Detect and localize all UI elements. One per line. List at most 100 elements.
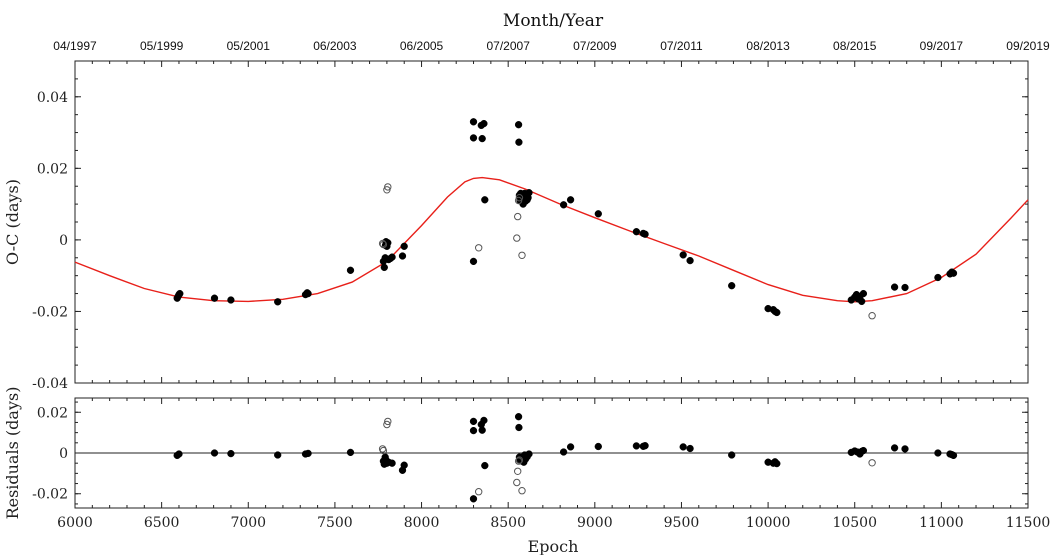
residual-y-axis-label: Residuals (days) — [3, 387, 22, 520]
filled-data-point — [469, 118, 478, 126]
x-tick-label: 10500 — [832, 515, 877, 531]
filled-residual-point — [478, 426, 486, 434]
open-residual-point — [518, 487, 526, 495]
filled-data-point — [949, 269, 958, 277]
filled-data-point — [514, 121, 523, 129]
x-tick-label: 6500 — [144, 515, 180, 531]
open-residual-point — [514, 467, 522, 475]
filled-residual-point — [227, 449, 235, 458]
open-data-point — [383, 186, 391, 194]
filled-residual-point — [274, 451, 282, 459]
filled-data-point — [480, 119, 488, 128]
filled-residual-point — [728, 451, 736, 459]
top-date-tick-label: 04/1997 — [53, 39, 97, 53]
main-y-tick-label: 0 — [59, 233, 68, 249]
top-date-tick-label: 09/2017 — [920, 39, 964, 53]
main-y-tick-label: 0.02 — [37, 161, 68, 177]
filled-residual-point — [901, 445, 909, 453]
open-data-point — [475, 244, 483, 252]
filled-residual-point — [594, 442, 602, 451]
filled-data-point — [346, 266, 355, 274]
filled-data-point — [304, 289, 312, 298]
top-date-tick-label: 05/1999 — [140, 39, 184, 53]
filled-residual-point — [304, 449, 312, 458]
residual-y-tick-label: 0.02 — [37, 405, 68, 421]
residual-y-tick-label: 0 — [59, 446, 68, 462]
top-date-tick-label: 07/2007 — [486, 39, 530, 53]
top-date-tick-label: 08/2015 — [833, 39, 877, 53]
x-tick-label: 8000 — [404, 515, 440, 531]
x-tick-label: 10000 — [746, 515, 791, 531]
main-y-tick-label: -0.02 — [32, 304, 68, 320]
filled-residual-point — [481, 461, 489, 470]
filled-residual-point — [890, 444, 899, 452]
open-data-point — [378, 239, 387, 248]
main-y-tick-label: 0.04 — [37, 90, 68, 106]
x-tick-label: 7500 — [317, 515, 353, 531]
filled-data-point — [686, 256, 694, 265]
open-residual-point — [514, 457, 523, 465]
filled-residual-point — [346, 448, 355, 457]
filled-residual-point — [679, 443, 687, 451]
filled-data-point — [773, 308, 781, 317]
open-data-point — [513, 234, 521, 242]
x-tick-label: 9500 — [664, 515, 700, 531]
filled-data-point — [632, 228, 641, 236]
top-date-tick-label: 05/2001 — [227, 39, 271, 53]
filled-data-point — [274, 298, 282, 306]
filled-data-point — [210, 294, 219, 302]
main-plot-frame — [74, 60, 1029, 384]
open-residual-point — [513, 478, 521, 487]
filled-residual-point — [773, 459, 781, 468]
filled-residual-point — [175, 450, 183, 458]
open-data-point — [868, 312, 876, 320]
top-date-tick-label: 06/2003 — [313, 39, 357, 53]
filled-data-point — [890, 283, 899, 291]
x-tick-label: 9000 — [577, 515, 613, 531]
main-y-axis-label: O-C (days) — [3, 179, 22, 265]
filled-data-point — [566, 196, 575, 204]
open-residual-point — [384, 417, 392, 426]
open-residual-point — [868, 459, 876, 467]
filled-data-point — [525, 189, 533, 197]
filled-residual-point — [934, 449, 942, 457]
filled-residual-point — [949, 451, 958, 460]
filled-data-point — [728, 282, 736, 290]
filled-data-point — [858, 297, 866, 306]
open-residual-point — [379, 446, 388, 455]
residual-y-tick-label: -0.02 — [32, 487, 68, 503]
filled-residual-point — [469, 495, 478, 503]
filled-data-point — [934, 273, 942, 282]
filled-data-point — [227, 296, 235, 304]
open-data-point — [518, 251, 526, 260]
fit-curve — [74, 176, 1029, 303]
top-date-tick-label: 07/2009 — [573, 39, 617, 53]
open-data-point — [515, 194, 524, 202]
filled-residual-point — [515, 423, 523, 432]
open-residual-point — [383, 420, 391, 429]
open-data-point — [384, 183, 392, 191]
filled-data-point — [481, 196, 489, 204]
open-data-point — [514, 212, 522, 221]
filled-data-point — [901, 283, 909, 292]
filled-data-point — [400, 242, 408, 250]
filled-data-point — [515, 138, 523, 146]
filled-residual-point — [641, 442, 649, 450]
filled-data-point — [469, 134, 478, 142]
filled-residual-point — [686, 444, 694, 453]
open-data-point — [379, 240, 388, 249]
filled-data-point — [478, 134, 486, 143]
x-tick-label: 8500 — [490, 515, 526, 531]
filled-data-point — [859, 289, 868, 298]
top-date-tick-label: 06/2005 — [400, 39, 444, 53]
x-tick-label: 11000 — [919, 515, 964, 531]
x-tick-label: 7000 — [230, 515, 266, 531]
top-axis-title: Month/Year — [503, 11, 604, 31]
filled-residual-point — [210, 449, 219, 457]
filled-residual-point — [859, 446, 868, 455]
x-tick-label: 6000 — [57, 515, 93, 531]
filled-residual-point — [469, 426, 478, 435]
filled-data-point — [679, 251, 687, 259]
filled-residual-point — [632, 442, 641, 450]
